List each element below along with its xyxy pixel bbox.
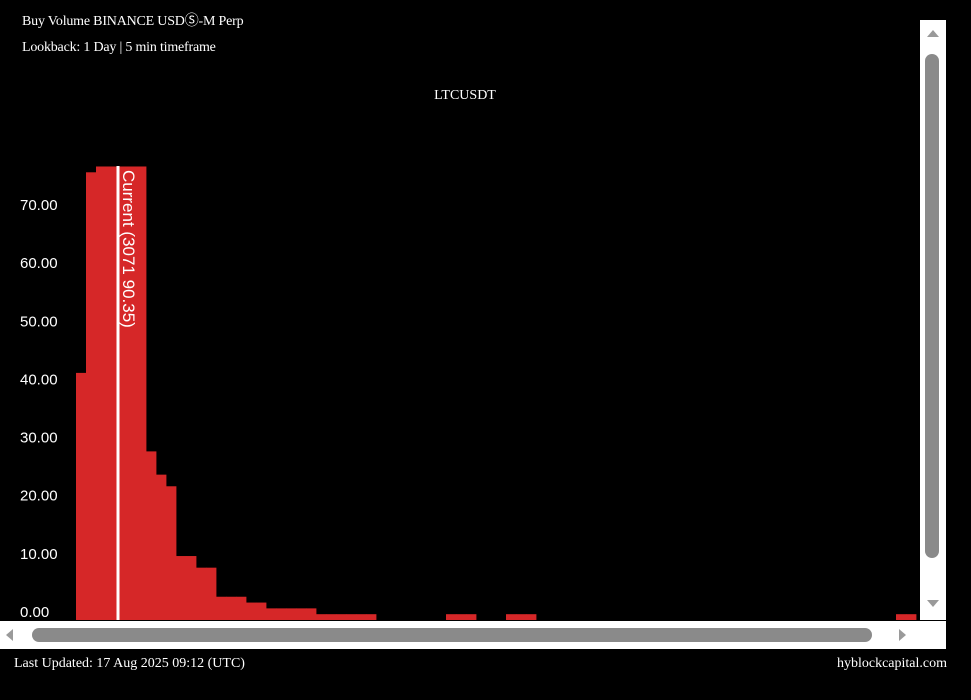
histogram-bar	[316, 614, 327, 620]
histogram-bar	[196, 567, 207, 620]
histogram-bar	[336, 614, 347, 620]
histogram-bar	[146, 451, 157, 620]
histogram-bar	[896, 614, 907, 620]
source-link[interactable]: hyblockcapital.com	[836, 656, 947, 671]
y-tick-label: 60.00	[20, 255, 58, 272]
histogram-bar	[326, 614, 337, 620]
histogram-bar	[136, 166, 147, 620]
histogram-bar	[216, 596, 227, 620]
horizontal-scrollbar[interactable]	[0, 621, 946, 649]
histogram-bar	[266, 608, 277, 620]
histogram-bar	[156, 474, 167, 620]
histogram-bar	[466, 614, 477, 620]
current-price-label: Current (3071 90.35)	[119, 170, 138, 328]
histogram-bar	[906, 614, 917, 620]
histogram-bar	[226, 596, 237, 620]
last-updated-text: Last Updated: 17 Aug 2025 09:12 (UTC)	[14, 656, 245, 671]
scroll-left-icon[interactable]	[6, 629, 13, 641]
histogram-bar	[286, 608, 297, 620]
y-tick-label: 30.00	[20, 430, 58, 447]
scroll-up-icon[interactable]	[927, 30, 939, 37]
histogram-bar	[366, 614, 377, 620]
scroll-right-icon[interactable]	[899, 629, 906, 641]
y-tick-label: 50.00	[20, 313, 58, 330]
histogram-bar	[126, 166, 137, 620]
histogram-bar	[106, 166, 117, 620]
histogram-bar	[176, 556, 187, 620]
y-tick-label: 20.00	[20, 488, 58, 505]
chart-title: Buy Volume BINANCE USDⓈ-M Perp	[22, 14, 244, 29]
histogram-bar	[236, 596, 247, 620]
histogram-bar	[526, 614, 537, 620]
y-tick-label: 40.00	[20, 371, 58, 388]
histogram-bar	[166, 486, 177, 620]
scroll-down-icon[interactable]	[927, 600, 939, 607]
histogram-bar	[246, 602, 257, 620]
symbol-label: LTCUSDT	[434, 88, 496, 103]
histogram-bar	[96, 166, 107, 620]
histogram-bar	[446, 614, 457, 620]
histogram-bar	[346, 614, 357, 620]
histogram-bar	[276, 608, 287, 620]
histogram-bar	[116, 166, 127, 620]
histogram-bar	[256, 602, 267, 620]
histogram-bar	[516, 614, 527, 620]
histogram-bar	[186, 556, 197, 620]
histogram-bar	[76, 372, 87, 620]
chart-subtitle: Lookback: 1 Day | 5 min timeframe	[22, 40, 216, 55]
horizontal-scrollbar-thumb[interactable]	[32, 628, 872, 642]
histogram-bar	[206, 567, 217, 620]
histogram-bar	[506, 614, 517, 620]
histogram-bar	[86, 172, 97, 620]
histogram-bar	[306, 608, 317, 620]
histogram-bar	[356, 614, 367, 620]
y-tick-label: 70.00	[20, 197, 58, 214]
volume-histogram: 0.00 10.00 20.00 30.00 40.00 50.00 60.00 70.00 C…	[20, 166, 917, 620]
vertical-scrollbar[interactable]	[920, 20, 946, 620]
vertical-scrollbar-thumb[interactable]	[925, 54, 939, 558]
y-tick-label: 0.00	[20, 604, 49, 620]
histogram-bar	[456, 614, 467, 620]
y-tick-label: 10.00	[20, 546, 58, 563]
histogram-bar	[296, 608, 307, 620]
